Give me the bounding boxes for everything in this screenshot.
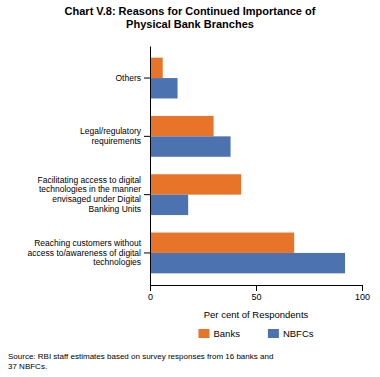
bar: [150, 174, 241, 194]
bar: [150, 253, 345, 273]
text-line: access to/awareness of digital: [28, 248, 142, 258]
text-line: Reaching customers without: [34, 238, 141, 248]
legend: Banks NBFCs: [198, 328, 313, 339]
tick-label: 50: [251, 292, 261, 302]
legend-swatch: [198, 329, 209, 338]
tick-label: Legal/regulatoryrequirements: [80, 126, 142, 146]
text-line: Chart V.8: Reasons for Continued Importa…: [65, 5, 316, 17]
tick-mark: [144, 136, 150, 137]
tick: 100: [355, 285, 370, 302]
bar: [150, 195, 188, 215]
x-axis-title: Per cent of Respondents: [204, 309, 309, 320]
legend-label: NBFCs: [283, 328, 314, 339]
chart-container: Chart V.8: Reasons for Continued Importa…: [0, 0, 380, 377]
bar: [150, 233, 294, 253]
chart-title: Chart V.8: Reasons for Continued Importa…: [65, 5, 316, 30]
tick-mark: [150, 285, 151, 291]
text-line: Others: [115, 73, 141, 83]
text-line: Source: RBI staff estimates based on sur…: [8, 352, 273, 361]
text-line: envisaged under Digital: [52, 194, 141, 204]
text-line: technologies: [93, 257, 141, 267]
tick-label: Reaching customers withoutaccess to/awar…: [28, 238, 142, 268]
tick-mark: [256, 285, 257, 291]
bar: [150, 116, 214, 136]
tick: Others: [115, 73, 150, 83]
bar: [150, 58, 163, 78]
tick-mark: [144, 194, 150, 195]
text-line: requirements: [91, 136, 141, 146]
tick: 50: [251, 285, 261, 302]
tick-label: 100: [355, 292, 370, 302]
tick-label: Others: [115, 73, 141, 83]
annotation: Source: RBI staff estimates based on sur…: [8, 352, 273, 371]
plot-area: 0 50 100 Reaching customers withoutaccess t…: [28, 47, 370, 303]
tick-label: Facilitating access to digitaltechnologi…: [38, 175, 142, 214]
text-line: Facilitating access to digital: [38, 175, 142, 185]
x-axis: 0 50 100: [148, 285, 370, 302]
bar: [150, 78, 178, 98]
text-line: Legal/regulatory: [80, 126, 142, 136]
legend-item: Banks: [198, 328, 240, 339]
bars: [150, 58, 345, 274]
tick: Facilitating access to digitaltechnologi…: [38, 175, 150, 214]
text-line: Banking Units: [89, 204, 141, 214]
text-line: 37 NBFCs.: [8, 362, 47, 371]
legend-swatch: [268, 329, 279, 338]
axis-line: [151, 286, 363, 292]
legend-item: NBFCs: [268, 328, 314, 339]
text-line: Physical Bank Branches: [126, 18, 254, 30]
tick: 0: [148, 285, 153, 302]
text-line: technologies in the manner: [39, 184, 141, 194]
y-axis: Reaching customers withoutaccess to/awar…: [28, 47, 151, 286]
tick-mark: [144, 78, 150, 79]
bar: [150, 136, 231, 156]
axis-line: [150, 47, 151, 286]
tick-label: 0: [148, 292, 153, 302]
tick: Legal/regulatoryrequirements: [80, 126, 150, 146]
chart-svg: Chart V.8: Reasons for Continued Importa…: [0, 0, 380, 377]
legend-label: Banks: [213, 328, 240, 339]
tick: Reaching customers withoutaccess to/awar…: [28, 238, 150, 268]
tick-mark: [144, 252, 150, 253]
tick-mark: [362, 285, 363, 291]
